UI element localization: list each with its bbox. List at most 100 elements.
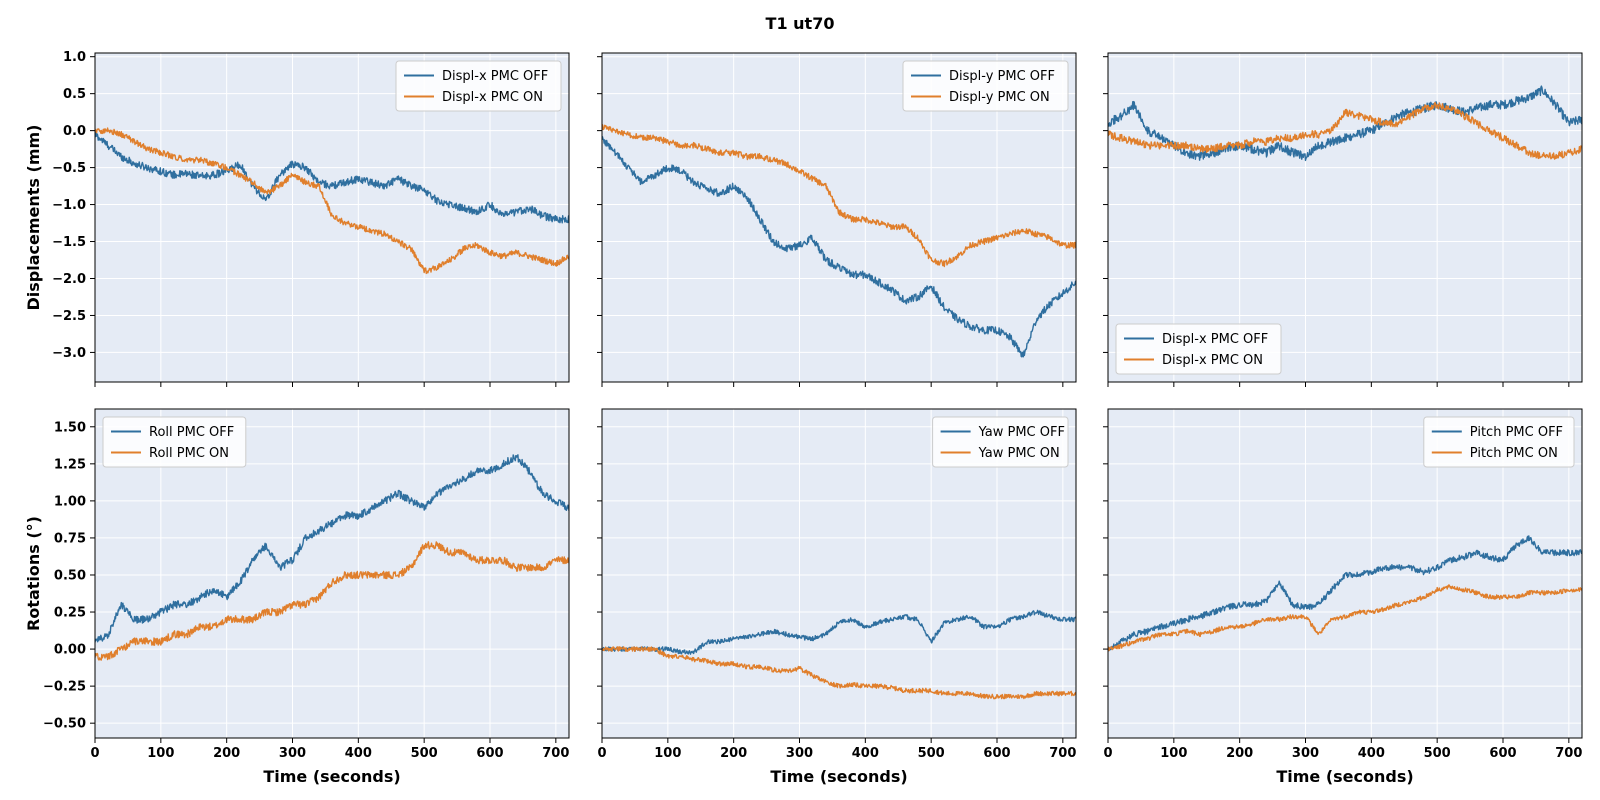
legend-label: Displ-x PMC ON xyxy=(1162,353,1263,368)
legend: Displ-x PMC OFF Displ-x PMC ON xyxy=(395,60,562,112)
subplot-6: 0 100 200 300 400 500 600 700 Time (seconds) Pitc… xyxy=(1103,408,1583,786)
y-tick-label: −0.25 xyxy=(43,680,86,695)
series-line-pitch-pmc-off xyxy=(1108,535,1582,652)
subplot-4: 0 100 200 300 400 500 600 700 −0.50 −0.25 0.00 0.25… xyxy=(24,408,570,786)
x-tick-label: 100 xyxy=(147,746,174,761)
series-line-displ-y-pmc-on xyxy=(602,124,1076,268)
y-tick-label: −0.50 xyxy=(43,717,86,732)
legend-label: Displ-y PMC OFF xyxy=(949,69,1055,84)
axes-frame xyxy=(1107,52,1583,383)
x-tick-label: 100 xyxy=(1160,746,1187,761)
legend: Yaw PMC OFF Yaw PMC ON xyxy=(932,416,1069,468)
y-tick-label: 1.00 xyxy=(54,494,86,509)
y-axis-label: Rotations (°) xyxy=(24,516,43,631)
legend-label: Displ-x PMC OFF xyxy=(442,69,548,84)
series-group xyxy=(95,127,569,275)
series-group xyxy=(95,454,569,661)
y-tick-label: −2.5 xyxy=(52,309,86,324)
y-axis-label: Displacements (mm) xyxy=(24,125,43,311)
x-tick-label: 200 xyxy=(213,746,240,761)
x-tick-label: 500 xyxy=(411,746,438,761)
legend-box xyxy=(902,60,1069,112)
x-tick-label: 300 xyxy=(1292,746,1319,761)
legend-label: Pitch PMC OFF xyxy=(1470,425,1563,440)
series-line-displ-x-pmc-on xyxy=(1108,101,1582,160)
x-tick-label: 600 xyxy=(983,746,1010,761)
series-group xyxy=(602,609,1076,700)
x-tick-label: 700 xyxy=(1555,746,1582,761)
x-tick-label: 500 xyxy=(1424,746,1451,761)
x-tick-label: 400 xyxy=(1358,746,1385,761)
legend-box xyxy=(395,60,562,112)
y-tick-label: −3.0 xyxy=(52,346,86,361)
x-tick-label: 400 xyxy=(852,746,879,761)
legend-label: Pitch PMC ON xyxy=(1470,446,1558,461)
axes-frame xyxy=(601,408,1077,739)
series-group xyxy=(1108,535,1582,652)
x-axis-label: Time (seconds) xyxy=(770,767,907,786)
series-line-displ-x-pmc-off xyxy=(95,131,569,224)
y-tick-label: −0.5 xyxy=(52,161,86,176)
x-tick-label: 0 xyxy=(597,746,606,761)
y-tick-label: 0.0 xyxy=(63,124,86,139)
subplot-2: Displ-y PMC OFF Displ-y PMC ON xyxy=(597,52,1077,387)
subplot-5: 0 100 200 300 400 500 600 700 Time (seconds) Yaw … xyxy=(597,408,1077,786)
x-tick-label: 300 xyxy=(279,746,306,761)
y-tick-label: 0.25 xyxy=(54,606,86,621)
y-tick-label: 0.5 xyxy=(63,87,86,102)
x-tick-label: 0 xyxy=(90,746,99,761)
legend-label: Roll PMC OFF xyxy=(149,425,234,440)
x-tick-label: 0 xyxy=(1103,746,1112,761)
y-tick-label: 0.00 xyxy=(54,643,86,658)
y-tick-label: 1.25 xyxy=(54,457,86,472)
x-tick-label: 700 xyxy=(542,746,569,761)
legend-box xyxy=(932,416,1069,468)
x-axis-label: Time (seconds) xyxy=(1276,767,1413,786)
axes-frame xyxy=(601,52,1077,383)
legend-label: Yaw PMC ON xyxy=(978,446,1060,461)
legend: Displ-x PMC OFF Displ-x PMC ON xyxy=(1115,323,1282,375)
legend-label: Displ-x PMC OFF xyxy=(1162,332,1268,347)
y-tick-label: 1.50 xyxy=(54,420,86,435)
legend-label: Yaw PMC OFF xyxy=(978,425,1065,440)
legend-label: Displ-y PMC ON xyxy=(949,90,1050,105)
series-line-yaw-pmc-off xyxy=(602,609,1076,655)
y-tick-label: −1.5 xyxy=(52,235,86,250)
legend: Displ-y PMC OFF Displ-y PMC ON xyxy=(902,60,1069,112)
legend-box xyxy=(1115,323,1282,375)
series-line-displ-x-pmc-on xyxy=(95,127,569,275)
x-axis-label: Time (seconds) xyxy=(263,767,400,786)
y-tick-label: −2.0 xyxy=(52,272,86,287)
series-line-roll-pmc-on xyxy=(95,541,569,661)
y-tick-label: 0.75 xyxy=(54,531,86,546)
x-tick-label: 100 xyxy=(654,746,681,761)
axes-frame xyxy=(94,408,570,739)
x-tick-label: 200 xyxy=(1226,746,1253,761)
series-line-pitch-pmc-on xyxy=(1108,584,1582,652)
subplot-1: −3.0 −2.5 −2.0 −1.5 −1.0 −0.5 0.0 0.5 1.0 Displac… xyxy=(24,50,570,387)
x-tick-label: 700 xyxy=(1049,746,1076,761)
y-tick-label: −1.0 xyxy=(52,198,86,213)
legend-box xyxy=(1423,416,1575,468)
series-group xyxy=(602,124,1076,358)
series-line-roll-pmc-off xyxy=(95,454,569,643)
axes-frame xyxy=(94,52,570,383)
series-line-displ-x-pmc-off xyxy=(1108,85,1582,162)
legend: Pitch PMC OFF Pitch PMC ON xyxy=(1423,416,1575,468)
axes-frame xyxy=(1107,408,1583,739)
subplot-3: Displ-x PMC OFF Displ-x PMC ON xyxy=(1103,52,1583,387)
x-tick-label: 600 xyxy=(476,746,503,761)
legend: Roll PMC OFF Roll PMC ON xyxy=(102,416,247,468)
figure-title: T1 ut70 xyxy=(766,14,835,33)
x-tick-label: 200 xyxy=(720,746,747,761)
x-tick-label: 500 xyxy=(918,746,945,761)
x-tick-label: 300 xyxy=(786,746,813,761)
series-line-displ-y-pmc-off xyxy=(602,135,1076,358)
series-line-yaw-pmc-on xyxy=(602,646,1076,700)
legend-label: Displ-x PMC ON xyxy=(442,90,543,105)
y-tick-label: 1.0 xyxy=(63,50,86,65)
legend-label: Roll PMC ON xyxy=(149,446,229,461)
legend-box xyxy=(102,416,247,468)
